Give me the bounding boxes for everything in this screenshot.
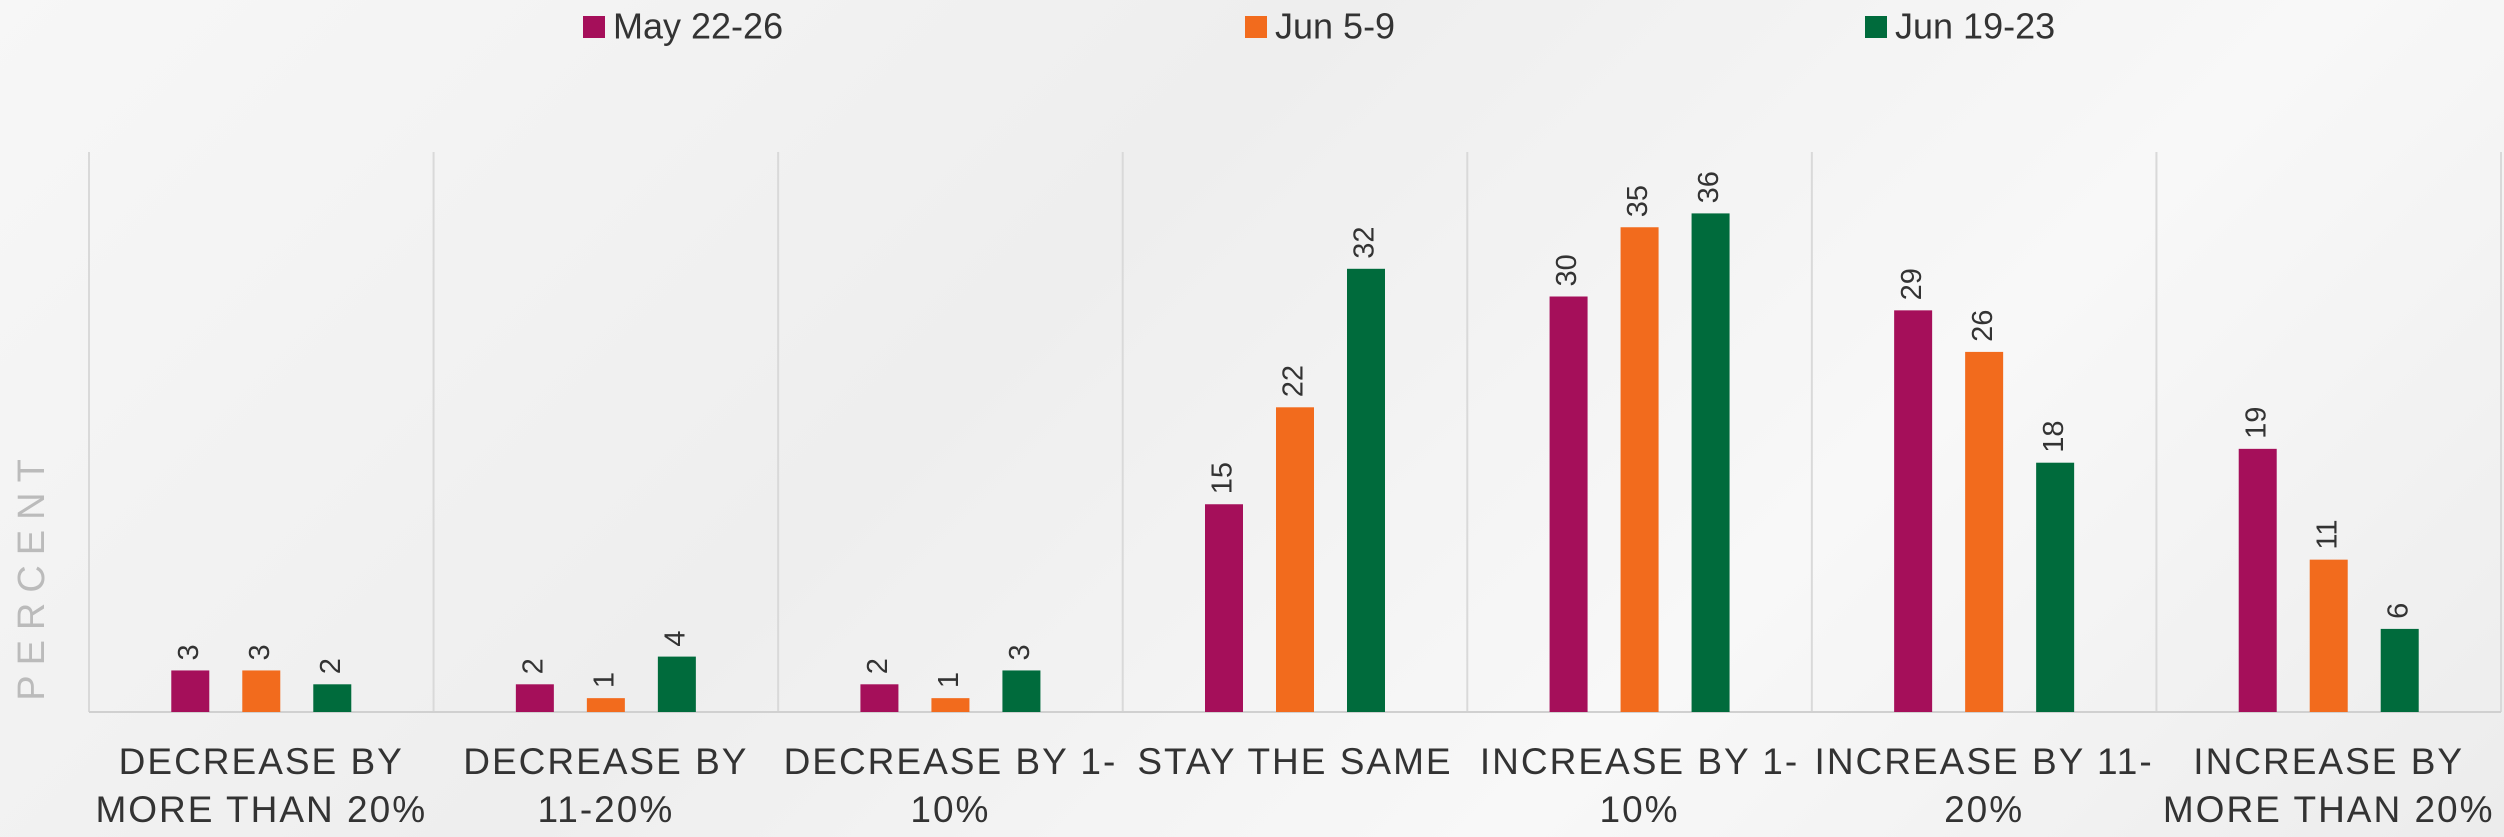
- value-label: 6: [2382, 603, 2414, 619]
- value-label: 36: [1693, 171, 1725, 203]
- bar: [2036, 462, 2075, 712]
- value-label: 19: [2240, 407, 2272, 439]
- bar: [586, 698, 625, 712]
- legend-label: Jun 5-9: [1275, 6, 1395, 47]
- y-axis-label: PERCENT: [11, 449, 53, 701]
- bar: [657, 656, 696, 712]
- value-label: 32: [1349, 227, 1381, 259]
- legend-swatch: [1865, 16, 1887, 38]
- x-tick-label: INCREASE BY MORE THAN 20%: [2162, 741, 2495, 830]
- value-label: 2: [862, 658, 894, 674]
- bar: [860, 684, 899, 712]
- value-label: 35: [1622, 185, 1654, 217]
- legend-label: May 22-26: [613, 6, 783, 47]
- value-label: 3: [1004, 644, 1036, 660]
- value-label: 29: [1896, 268, 1928, 300]
- value-label: 30: [1551, 254, 1583, 286]
- x-tick-label: DECREASE BY MORE THAN 20%: [95, 741, 428, 830]
- value-label: 22: [1278, 365, 1310, 397]
- bar: [1205, 504, 1243, 712]
- value-label: 1: [589, 672, 621, 688]
- x-tick-label: INCREASE BY 1-10%: [1479, 741, 1800, 830]
- value-label: 11: [2311, 520, 2343, 550]
- value-label: 26: [1967, 310, 1999, 342]
- x-tick-label: INCREASE BY 11-20%: [1814, 741, 2154, 830]
- bar: [2380, 628, 2419, 712]
- legend-swatch: [583, 16, 605, 38]
- x-tick-label: DECREASE BY 1-10%: [783, 741, 1118, 830]
- bar: [1620, 227, 1659, 712]
- bar: [1965, 351, 2004, 712]
- value-label: 3: [244, 644, 276, 660]
- value-label: 18: [2038, 420, 2070, 452]
- value-label: 1: [933, 672, 965, 688]
- bar: [171, 670, 210, 712]
- legend-swatch: [1245, 16, 1267, 38]
- value-label: 4: [660, 630, 692, 646]
- bar: [1002, 670, 1041, 712]
- x-tick-label: STAY THE SAME: [1137, 741, 1453, 782]
- bar: [242, 670, 281, 712]
- x-tick-label: DECREASE BY 11-20%: [463, 741, 749, 830]
- bar: [1549, 296, 1588, 712]
- bar: [2309, 559, 2348, 712]
- bar: [1691, 213, 1730, 712]
- bar: [2238, 448, 2277, 712]
- bar: [1276, 407, 1314, 712]
- value-label: 15: [1207, 462, 1239, 494]
- value-label: 3: [173, 644, 205, 660]
- value-label: 2: [518, 658, 550, 674]
- bar: [515, 684, 554, 712]
- bar: [1894, 310, 1933, 712]
- legend-label: Jun 19-23: [1895, 6, 2055, 47]
- bar: [1347, 268, 1385, 712]
- value-label: 2: [315, 658, 347, 674]
- bar: [931, 698, 970, 712]
- bar: [313, 684, 352, 712]
